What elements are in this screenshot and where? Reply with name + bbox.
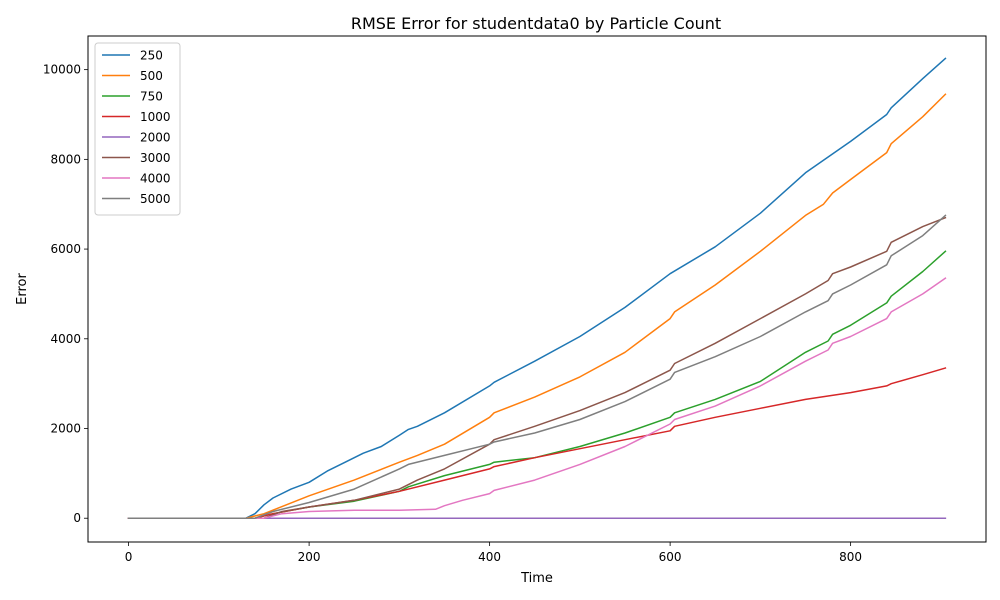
legend-label-2000: 2000	[140, 131, 171, 145]
x-tick-label: 0	[125, 550, 133, 564]
y-tick-label: 6000	[50, 242, 81, 256]
legend-label-1000: 1000	[140, 110, 171, 124]
y-tick-label: 2000	[50, 422, 81, 436]
x-axis-label: Time	[520, 571, 553, 586]
x-axis-ticks: 0 200 400 600 800	[125, 542, 862, 564]
x-tick-label: 400	[478, 550, 501, 564]
x-tick-label: 800	[839, 550, 862, 564]
legend-box	[94, 42, 181, 216]
legend-label-250: 250	[140, 49, 163, 63]
x-tick-label: 200	[298, 550, 321, 564]
y-axis-label: Error	[15, 273, 30, 305]
series-line-500	[127, 93, 947, 519]
legend-label-5000: 5000	[140, 192, 171, 206]
legend: 250 500 750 1000 2000 3000 4000 5000	[94, 42, 181, 216]
legend-label-4000: 4000	[140, 172, 171, 186]
series-line-5000	[127, 214, 947, 519]
plot-area-frame	[87, 35, 987, 543]
y-tick-label: 8000	[50, 152, 81, 166]
chart-title: RMSE Error for studentdata0 by Particle …	[351, 14, 721, 33]
series-line-250	[127, 57, 947, 519]
legend-label-500: 500	[140, 69, 163, 83]
series-line-3000	[127, 216, 947, 519]
y-tick-label: 0	[73, 511, 81, 525]
y-axis-ticks: 0 2000 4000 6000 8000 10000	[43, 63, 88, 525]
x-tick-label: 600	[659, 550, 682, 564]
series-line-4000	[127, 277, 947, 519]
legend-items: 250 500 750 1000 2000 3000 4000 5000	[102, 49, 171, 206]
series-layer	[127, 57, 947, 519]
series-line-750	[127, 250, 947, 519]
y-tick-label: 4000	[50, 332, 81, 346]
y-tick-label: 10000	[43, 63, 81, 77]
legend-label-750: 750	[140, 90, 163, 104]
legend-label-3000: 3000	[140, 151, 171, 165]
